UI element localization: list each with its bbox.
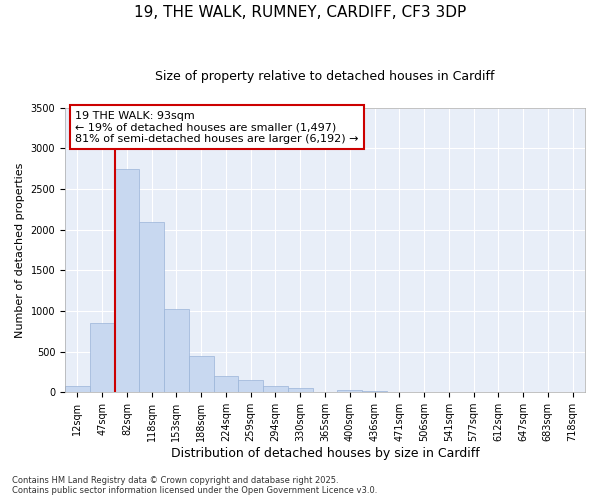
Bar xyxy=(164,310,189,392)
Title: Size of property relative to detached houses in Cardiff: Size of property relative to detached ho… xyxy=(155,70,495,83)
Bar xyxy=(65,386,90,392)
Y-axis label: Number of detached properties: Number of detached properties xyxy=(15,162,25,338)
Bar xyxy=(337,390,362,392)
Text: 19, THE WALK, RUMNEY, CARDIFF, CF3 3DP: 19, THE WALK, RUMNEY, CARDIFF, CF3 3DP xyxy=(134,5,466,20)
Bar xyxy=(214,376,238,392)
Bar xyxy=(263,386,288,392)
Bar xyxy=(115,168,139,392)
Text: Contains HM Land Registry data © Crown copyright and database right 2025.
Contai: Contains HM Land Registry data © Crown c… xyxy=(12,476,377,495)
Bar xyxy=(288,388,313,392)
Bar xyxy=(139,222,164,392)
Bar xyxy=(90,323,115,392)
Bar xyxy=(189,356,214,392)
X-axis label: Distribution of detached houses by size in Cardiff: Distribution of detached houses by size … xyxy=(170,447,479,460)
Text: 19 THE WALK: 93sqm
← 19% of detached houses are smaller (1,497)
81% of semi-deta: 19 THE WALK: 93sqm ← 19% of detached hou… xyxy=(76,110,359,144)
Bar xyxy=(362,391,387,392)
Bar xyxy=(238,380,263,392)
